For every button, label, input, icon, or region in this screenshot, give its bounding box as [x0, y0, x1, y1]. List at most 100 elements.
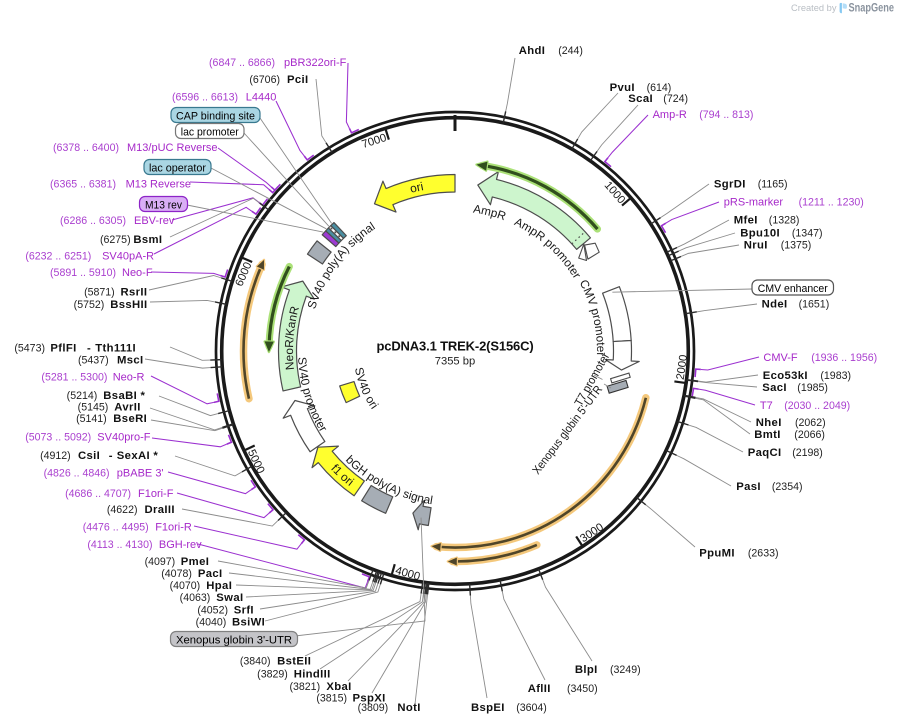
svg-text:EBV-rev: EBV-rev — [134, 215, 175, 227]
svg-text:HpaI: HpaI — [206, 580, 232, 592]
svg-text:(6596 .. 6613): (6596 .. 6613) — [172, 92, 238, 104]
svg-text:PasI: PasI — [736, 481, 761, 493]
svg-text:(4113 .. 4130): (4113 .. 4130) — [87, 539, 152, 551]
svg-text:T7: T7 — [760, 400, 773, 412]
svg-text:ori: ori — [408, 179, 424, 196]
svg-text:(1211 .. 1230): (1211 .. 1230) — [799, 197, 864, 209]
svg-text:NheI: NheI — [756, 417, 782, 429]
svg-text:(6275): (6275) — [100, 234, 131, 246]
svg-text:Amp-R: Amp-R — [653, 109, 687, 121]
svg-text:MfeI: MfeI — [734, 215, 758, 227]
svg-text:PvuI: PvuI — [610, 82, 635, 94]
svg-text:Tth111I: Tth111I — [95, 343, 136, 355]
svg-text:F1ori-F: F1ori-F — [138, 488, 174, 500]
svg-text:SV40pro-F: SV40pro-F — [97, 432, 150, 444]
svg-text:(3604): (3604) — [516, 702, 547, 714]
svg-text:MscI: MscI — [117, 355, 144, 367]
svg-text:(3450): (3450) — [567, 683, 598, 695]
svg-text:(1936 .. 1956): (1936 .. 1956) — [811, 352, 877, 364]
svg-text:(1165): (1165) — [758, 179, 788, 191]
svg-text:(5473): (5473) — [14, 343, 45, 355]
svg-text:DraIII: DraIII — [145, 504, 175, 516]
svg-text:Eco53kI: Eco53kI — [763, 370, 808, 382]
svg-text:PmeI: PmeI — [181, 556, 209, 568]
svg-text:pBR322ori-F: pBR322ori-F — [284, 57, 347, 69]
svg-text:XbaI: XbaI — [326, 681, 351, 693]
svg-text:(4052): (4052) — [197, 605, 228, 617]
svg-text:CsiI: CsiI — [78, 450, 100, 462]
svg-text:(4622): (4622) — [107, 504, 138, 516]
svg-text:PacI: PacI — [198, 568, 223, 580]
svg-text:Xenopus globin 3'-UTR: Xenopus globin 3'-UTR — [176, 635, 292, 647]
svg-text:PflFI: PflFI — [50, 343, 76, 355]
svg-text:(1375): (1375) — [781, 240, 812, 252]
svg-text:M13/pUC Reverse: M13/pUC Reverse — [127, 142, 217, 154]
svg-text:(5214): (5214) — [67, 390, 98, 402]
svg-text:(3815): (3815) — [316, 693, 347, 705]
svg-text:AflII: AflII — [528, 683, 551, 695]
svg-text:BlpI: BlpI — [575, 664, 598, 676]
svg-text:(614): (614) — [647, 82, 672, 94]
svg-text:(4063): (4063) — [180, 592, 211, 604]
svg-text:(2633): (2633) — [748, 548, 779, 560]
svg-text:(4912): (4912) — [40, 450, 71, 462]
svg-text:NotI: NotI — [397, 702, 420, 714]
svg-text:CMV-F: CMV-F — [763, 352, 798, 364]
svg-text:pBABE 3': pBABE 3' — [117, 468, 164, 480]
svg-text:M13 rev: M13 rev — [145, 200, 182, 212]
svg-text:PciI: PciI — [287, 74, 309, 86]
svg-text:NruI: NruI — [744, 240, 768, 252]
svg-text:PspXI: PspXI — [353, 693, 386, 705]
svg-text:(5891 .. 5910): (5891 .. 5910) — [50, 267, 116, 279]
svg-text:(5871): (5871) — [84, 287, 115, 299]
svg-text:CAP binding site: CAP binding site — [176, 111, 255, 123]
svg-text:pcDNA3.1 TREK-2(S156C): pcDNA3.1 TREK-2(S156C) — [376, 339, 533, 354]
svg-text:(794 .. 813): (794 .. 813) — [699, 109, 753, 121]
svg-text:F1ori-R: F1ori-R — [155, 522, 192, 534]
svg-text:lac promoter: lac promoter — [181, 127, 239, 139]
svg-text:(1985): (1985) — [797, 382, 828, 394]
svg-text:AhdI: AhdI — [519, 45, 546, 57]
svg-text:(5141): (5141) — [76, 413, 107, 425]
svg-text:(6232 .. 6251): (6232 .. 6251) — [25, 251, 91, 263]
svg-text:M13 Reverse: M13 Reverse — [126, 179, 191, 191]
svg-text:(2354): (2354) — [772, 481, 803, 493]
svg-text:(5281 .. 5300): (5281 .. 5300) — [41, 372, 107, 384]
svg-text:BsaBI *: BsaBI * — [103, 390, 145, 402]
svg-text:(724): (724) — [663, 93, 688, 105]
svg-text:(4826 .. 4846): (4826 .. 4846) — [44, 468, 110, 480]
svg-text:SwaI: SwaI — [216, 592, 243, 604]
svg-text:-: - — [87, 343, 91, 355]
svg-text:CMV enhancer: CMV enhancer — [758, 283, 828, 295]
svg-text:SexAI *: SexAI * — [117, 450, 159, 462]
svg-text:SgrDI: SgrDI — [714, 179, 746, 191]
svg-text:SacI: SacI — [762, 382, 787, 394]
svg-text:2000: 2000 — [675, 354, 690, 381]
svg-text:PaqCI: PaqCI — [748, 447, 782, 459]
svg-text:(5437): (5437) — [78, 355, 109, 367]
svg-text:pRS-marker: pRS-marker — [724, 197, 784, 209]
svg-text:Neo-R: Neo-R — [113, 372, 145, 384]
svg-text:Neo-F: Neo-F — [122, 267, 153, 279]
svg-text:(1651): (1651) — [799, 299, 830, 311]
svg-text:(6286 .. 6305): (6286 .. 6305) — [60, 215, 126, 227]
svg-text:(1328): (1328) — [769, 215, 800, 227]
svg-text:SrfI: SrfI — [234, 605, 254, 617]
svg-text:(5752): (5752) — [74, 299, 105, 311]
svg-text:lac operator: lac operator — [149, 163, 206, 175]
svg-text:(2198): (2198) — [792, 447, 823, 459]
svg-text:NdeI: NdeI — [762, 299, 788, 311]
svg-text:(2030 .. 2049): (2030 .. 2049) — [784, 400, 850, 412]
svg-text:(2062): (2062) — [795, 417, 826, 429]
svg-text:L4440: L4440 — [246, 92, 277, 104]
svg-text:HindIII: HindIII — [294, 669, 331, 681]
svg-text:SnapGene: SnapGene — [849, 2, 895, 15]
svg-text:BmtI: BmtI — [754, 429, 781, 441]
svg-text:(3821): (3821) — [289, 681, 320, 693]
svg-text:(4040): (4040) — [196, 617, 227, 629]
svg-text:AvrII: AvrII — [114, 402, 140, 414]
svg-text:(2066): (2066) — [794, 429, 825, 441]
svg-text:BGH-rev: BGH-rev — [159, 539, 202, 551]
svg-text:BssHII: BssHII — [110, 299, 147, 311]
svg-text:(4078): (4078) — [161, 568, 192, 580]
